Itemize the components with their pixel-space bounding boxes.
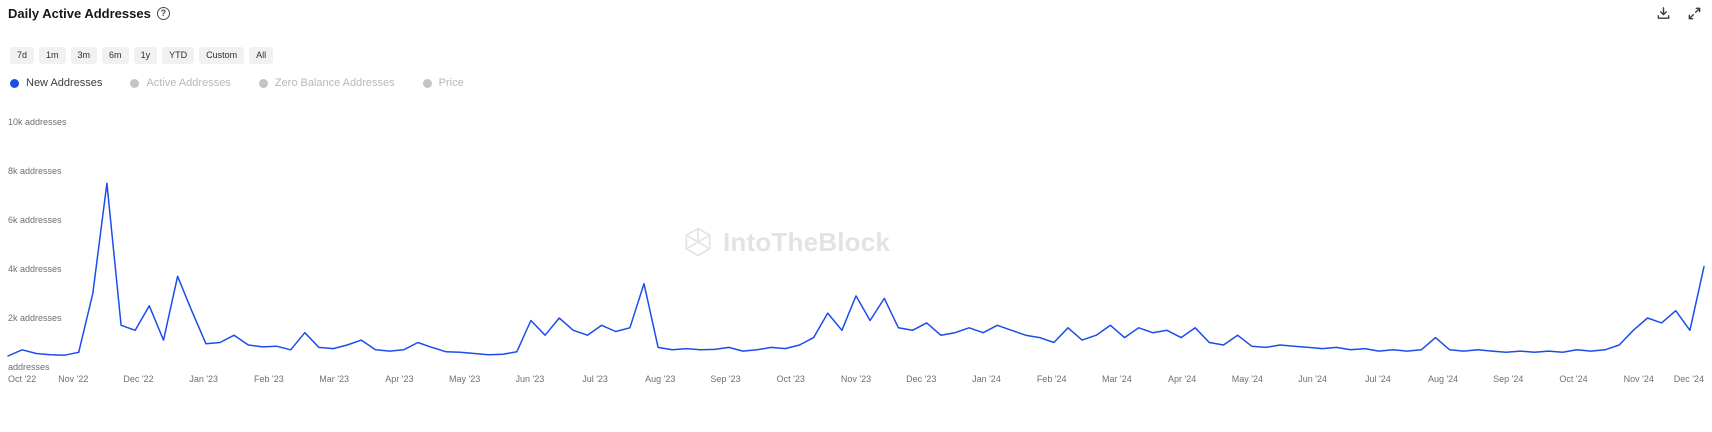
- chart-header: Daily Active Addresses ?: [8, 6, 1702, 21]
- legend-item-active-addresses[interactable]: Active Addresses: [130, 77, 231, 89]
- x-axis-label: Mar '23: [319, 374, 350, 384]
- range-selector: 7d 1m 3m 6m 1y YTD Custom All: [10, 47, 274, 64]
- range-button-3m[interactable]: 3m: [70, 47, 98, 64]
- range-button-ytd[interactable]: YTD: [162, 47, 195, 64]
- x-axis-label: Aug '23: [645, 374, 676, 384]
- x-axis-label: Apr '24: [1168, 374, 1197, 384]
- x-axis-label: Nov '23: [840, 374, 872, 384]
- header-actions: [1656, 6, 1702, 21]
- expand-icon[interactable]: [1687, 6, 1702, 21]
- legend: New Addresses Active Addresses Zero Balanc…: [10, 77, 464, 89]
- x-axis-label: Oct '23: [776, 374, 805, 384]
- legend-dot: [130, 78, 140, 88]
- x-axis-label: Nov '24: [1623, 374, 1654, 384]
- x-axis-label: Mar '24: [1102, 374, 1132, 384]
- x-axis-label: Dec '22: [123, 374, 154, 384]
- legend-label: Active Addresses: [146, 77, 231, 89]
- x-axis-label: Feb '24: [1036, 374, 1067, 384]
- help-icon[interactable]: ?: [156, 7, 170, 20]
- x-axis-label: Oct '22: [8, 374, 37, 384]
- x-axis-label: Nov '22: [58, 374, 89, 384]
- plot-area[interactable]: 10k addresses 8k addresses 6k addresses 4k …: [7, 117, 1705, 372]
- x-axis-label: May '24: [1231, 374, 1263, 384]
- legend-label: Price: [438, 77, 464, 89]
- x-axis-label: Jun '23: [515, 374, 545, 384]
- chart-title: Daily Active Addresses: [8, 6, 151, 21]
- line-chart-svg: [7, 182, 1705, 357]
- legend-label: Zero Balance Addresses: [274, 77, 395, 89]
- legend-item-price[interactable]: Price: [422, 77, 464, 89]
- legend-dot: [422, 78, 432, 88]
- x-axis-label: Dec '24: [1673, 374, 1704, 384]
- x-axis-label: Apr '23: [385, 374, 414, 384]
- range-button-all[interactable]: All: [249, 47, 274, 64]
- legend-item-zero-balance-addresses[interactable]: Zero Balance Addresses: [258, 77, 395, 89]
- x-axis-label: Dec '23: [906, 374, 937, 384]
- x-axis-labels: Oct '22 Nov '22 Dec '22 Jan '23 Feb '23 Mar '…: [8, 374, 1704, 388]
- x-axis-label: Aug '24: [1427, 374, 1459, 384]
- range-button-1m[interactable]: 1m: [39, 47, 66, 64]
- x-axis-label: Jan '23: [189, 374, 219, 384]
- x-axis-label: Jul '23: [582, 374, 608, 384]
- x-axis-label: Jun '24: [1298, 374, 1327, 384]
- x-axis-label: Sep '24: [1493, 374, 1524, 384]
- x-axis-label: Sep '23: [710, 374, 741, 384]
- range-button-6m[interactable]: 6m: [102, 47, 129, 64]
- x-axis-label: Jul '24: [1364, 374, 1391, 384]
- legend-dot: [10, 78, 19, 88]
- x-axis-label: Jan '24: [972, 374, 1001, 384]
- range-button-7d[interactable]: 7d: [10, 47, 35, 64]
- x-axis-label: Oct '24: [1559, 374, 1588, 384]
- x-axis-label: May '23: [448, 374, 481, 384]
- legend-label: New Addresses: [26, 77, 103, 89]
- legend-item-new-addresses[interactable]: New Addresses: [10, 77, 102, 89]
- download-icon[interactable]: [1656, 6, 1671, 21]
- range-button-1y[interactable]: 1y: [133, 47, 158, 64]
- legend-dot: [258, 78, 268, 88]
- x-axis-label: Feb '23: [254, 374, 284, 384]
- range-button-custom[interactable]: Custom: [199, 47, 245, 64]
